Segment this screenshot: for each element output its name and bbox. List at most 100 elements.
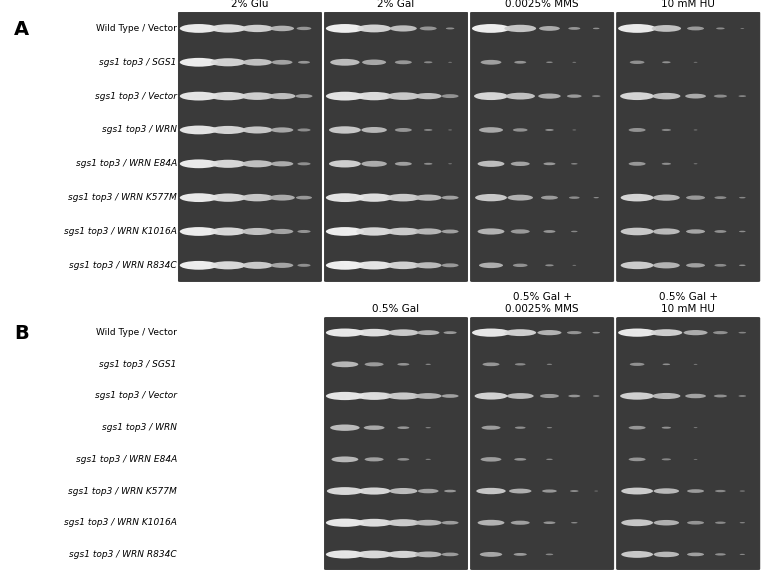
Circle shape <box>337 230 353 233</box>
Circle shape <box>715 490 726 492</box>
Circle shape <box>428 229 438 231</box>
Circle shape <box>484 229 494 232</box>
Circle shape <box>421 521 432 524</box>
Circle shape <box>441 229 458 233</box>
Circle shape <box>245 127 255 130</box>
Circle shape <box>275 265 283 267</box>
Circle shape <box>198 127 213 131</box>
Text: sgs1 top3 / WRN E84A: sgs1 top3 / WRN E84A <box>75 455 177 464</box>
Text: sgs1 top3 / SGS1: sgs1 top3 / SGS1 <box>99 58 177 67</box>
Circle shape <box>254 61 262 63</box>
Circle shape <box>662 61 671 63</box>
Circle shape <box>248 196 260 199</box>
Circle shape <box>489 230 499 232</box>
Circle shape <box>567 331 581 334</box>
Circle shape <box>551 333 557 334</box>
Circle shape <box>258 231 267 233</box>
Circle shape <box>655 555 665 557</box>
Circle shape <box>624 264 634 266</box>
Circle shape <box>444 490 456 492</box>
Circle shape <box>544 521 555 524</box>
Circle shape <box>338 427 350 430</box>
Circle shape <box>259 94 269 97</box>
Circle shape <box>338 459 345 461</box>
Circle shape <box>628 162 646 166</box>
Circle shape <box>216 263 225 265</box>
Circle shape <box>515 94 523 96</box>
Circle shape <box>538 330 561 335</box>
Circle shape <box>345 457 356 460</box>
Circle shape <box>327 487 363 495</box>
Circle shape <box>253 60 264 63</box>
Circle shape <box>659 196 669 198</box>
Circle shape <box>226 60 240 63</box>
Circle shape <box>331 361 358 367</box>
Circle shape <box>661 129 671 131</box>
Circle shape <box>391 490 403 493</box>
Circle shape <box>480 163 491 165</box>
Circle shape <box>368 60 377 62</box>
Circle shape <box>740 522 745 524</box>
Circle shape <box>594 197 599 198</box>
Circle shape <box>571 522 578 524</box>
Circle shape <box>418 93 428 96</box>
Circle shape <box>689 331 698 334</box>
Circle shape <box>641 330 651 332</box>
Circle shape <box>367 521 380 524</box>
Circle shape <box>276 264 285 267</box>
Circle shape <box>631 265 646 268</box>
Circle shape <box>511 26 523 29</box>
Circle shape <box>400 232 411 234</box>
Circle shape <box>184 25 198 28</box>
Circle shape <box>414 93 441 99</box>
Circle shape <box>219 230 232 233</box>
Circle shape <box>375 488 388 491</box>
Circle shape <box>652 393 681 399</box>
Circle shape <box>275 232 281 233</box>
Circle shape <box>474 92 508 100</box>
Circle shape <box>398 332 411 335</box>
Circle shape <box>714 395 727 397</box>
Circle shape <box>428 96 439 98</box>
Circle shape <box>630 522 641 524</box>
Circle shape <box>390 264 402 267</box>
Circle shape <box>228 161 239 164</box>
Circle shape <box>330 552 345 555</box>
Circle shape <box>198 62 211 64</box>
Circle shape <box>335 364 345 366</box>
Circle shape <box>392 553 404 556</box>
Circle shape <box>215 62 228 66</box>
Circle shape <box>478 196 492 199</box>
Circle shape <box>414 551 441 558</box>
Circle shape <box>572 62 576 63</box>
Circle shape <box>211 160 245 168</box>
Circle shape <box>626 553 639 556</box>
FancyBboxPatch shape <box>471 12 614 282</box>
Circle shape <box>271 60 292 65</box>
Circle shape <box>281 94 291 97</box>
Circle shape <box>326 92 364 101</box>
FancyBboxPatch shape <box>471 317 614 570</box>
Circle shape <box>441 394 458 398</box>
Circle shape <box>441 196 458 200</box>
Circle shape <box>621 488 653 494</box>
Circle shape <box>375 332 388 335</box>
Circle shape <box>414 393 441 399</box>
Circle shape <box>371 196 382 199</box>
Circle shape <box>544 230 555 233</box>
Circle shape <box>694 427 697 428</box>
Circle shape <box>397 196 407 199</box>
Circle shape <box>628 96 640 98</box>
Circle shape <box>365 490 377 492</box>
Circle shape <box>399 489 411 491</box>
Circle shape <box>195 61 211 65</box>
Circle shape <box>275 264 281 266</box>
Circle shape <box>477 29 494 32</box>
Circle shape <box>694 459 697 460</box>
Circle shape <box>368 520 379 522</box>
Text: sgs1 top3 / WRN K1016A: sgs1 top3 / WRN K1016A <box>64 518 177 527</box>
Circle shape <box>489 196 499 199</box>
Circle shape <box>421 395 430 397</box>
Circle shape <box>375 392 391 396</box>
Circle shape <box>365 231 375 233</box>
